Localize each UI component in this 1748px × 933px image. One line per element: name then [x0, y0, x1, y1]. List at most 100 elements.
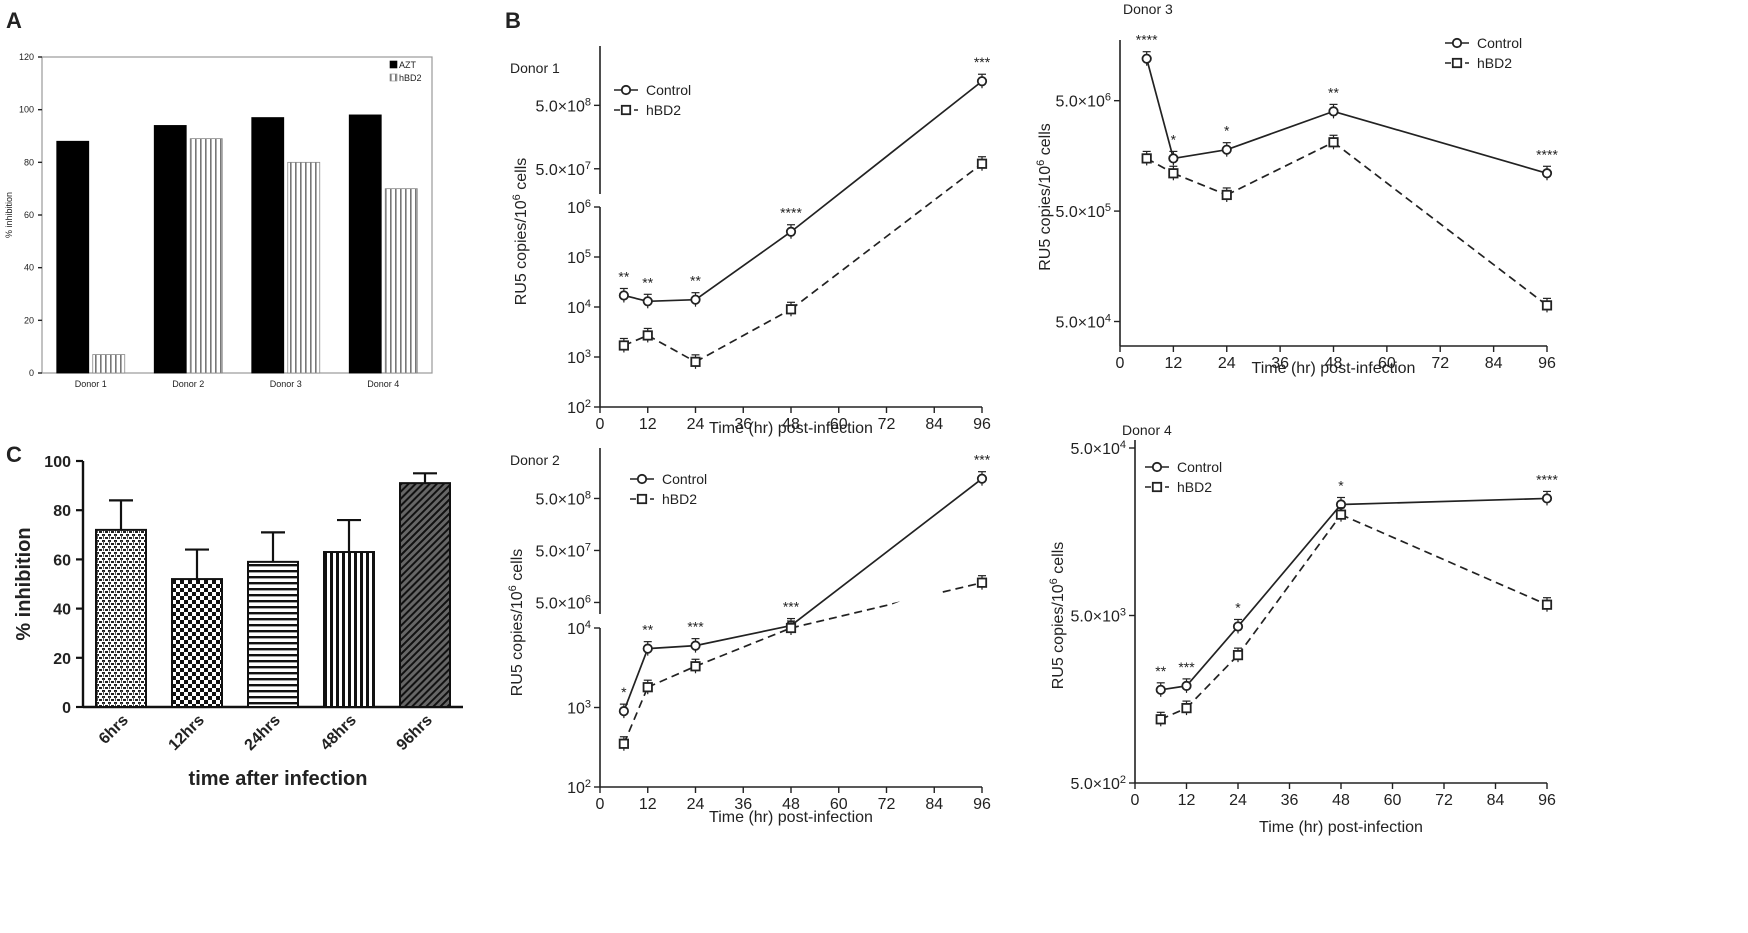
significance-marker: ** — [642, 622, 653, 638]
series-hbd2-segment — [1237, 514, 1342, 656]
legend-label-hbd2: hBD2 — [399, 73, 422, 83]
legend-marker-control — [636, 473, 648, 485]
panel-b-donor4-line-chart: Donor 4 5.0×102 5.0×103 5.0×104 0 12 24 36 48 60 7… — [1048, 422, 1558, 836]
panel-a-bar-chart: 0 20 40 60 80 100 120 % inhibition Donor 1 Donor … — [4, 52, 433, 389]
y-tick-label: 5.0×106 — [1055, 92, 1111, 111]
series-hbd2-segment — [790, 581, 983, 629]
x-axis-label: time after infection — [189, 768, 368, 790]
x-axis-label: Time (hr) post-infection — [1259, 819, 1423, 836]
point-hbd2-12 — [642, 330, 653, 341]
x-tick-label: 84 — [1485, 355, 1503, 372]
significance-marker: ** — [690, 273, 701, 289]
x-tick-label: 60 — [830, 796, 848, 813]
point-hbd2-6 — [1141, 153, 1152, 164]
bar-azt-4 — [348, 114, 382, 374]
y-tick-label: 103 — [567, 699, 591, 718]
y-tick-label: 100 — [44, 454, 71, 471]
x-tick-label: 12hrs — [166, 712, 208, 754]
y-tick-label: 120 — [19, 52, 34, 62]
y-axis-label: RU5 copies/106 cells — [1035, 123, 1054, 271]
x-tick-label: 48 — [782, 796, 800, 813]
y-tick-label: 5.0×106 — [535, 593, 591, 612]
x-tick-label: 60 — [1378, 355, 1396, 372]
point-control-12 — [1181, 680, 1192, 691]
legend-label-hbd2: hBD2 — [1477, 55, 1512, 71]
x-tick-label: 24 — [687, 796, 705, 813]
bar-6hrs — [95, 528, 147, 708]
panel-b-donor2-line-chart: Donor 2 102 103 104 5.0×106 5.0×107 5.0×108 0 12… — [507, 448, 991, 826]
x-tick-label: 0 — [596, 796, 605, 813]
x-tick-label: 12 — [639, 416, 657, 433]
y-axis-label: % inhibition — [4, 192, 14, 238]
y-tick-label: 5.0×107 — [535, 541, 591, 560]
x-tick-label: Donor 3 — [270, 379, 302, 389]
legend-marker-hbd2 — [1151, 481, 1163, 493]
point-hbd2-12 — [1168, 168, 1179, 179]
point-control-24 — [1221, 144, 1232, 155]
y-axis-label: % inhibition — [13, 527, 35, 640]
x-tick-label: 72 — [878, 796, 896, 813]
series-control-segment — [790, 80, 983, 233]
x-tick-label: 72 — [1431, 355, 1449, 372]
x-tick-label: 96 — [973, 416, 991, 433]
x-tick-label: 60 — [1384, 792, 1402, 809]
significance-marker: * — [1235, 599, 1241, 615]
x-axis-label: Time (hr) post-infection — [1252, 360, 1416, 377]
point-control-96 — [976, 76, 988, 87]
y-tick-label: 5.0×107 — [535, 160, 591, 179]
x-axis-label: Time (hr) post-infection — [709, 420, 873, 437]
point-hbd2-48 — [1328, 137, 1339, 148]
x-tick-label: 12 — [1164, 355, 1182, 372]
x-tick-label: Donor 4 — [367, 379, 399, 389]
legend-marker-hbd2 — [1451, 57, 1463, 69]
y-tick-label: 40 — [53, 602, 71, 619]
y-tick-label: 80 — [53, 503, 71, 520]
series-hbd2-segment — [790, 163, 983, 310]
significance-marker: *** — [974, 54, 991, 70]
series-control-segment — [1340, 497, 1548, 506]
legend-label-control: Control — [1177, 459, 1222, 475]
series-control-segment — [790, 478, 983, 627]
significance-marker: * — [1171, 131, 1177, 147]
x-tick-label: 24 — [687, 416, 705, 433]
legend-marker-control — [620, 84, 632, 96]
series-control-segment — [1226, 110, 1334, 151]
legend-label-control: Control — [646, 82, 691, 98]
x-tick-label: 96 — [1538, 792, 1556, 809]
point-hbd2-48 — [1335, 509, 1347, 520]
significance-marker: *** — [1178, 659, 1195, 675]
x-tick-label: 60 — [830, 416, 848, 433]
y-tick-label: 20 — [53, 651, 71, 668]
y-axis-label: RU5 copies/106 cells — [511, 158, 530, 306]
significance-marker: * — [621, 684, 627, 700]
x-tick-label: 84 — [925, 416, 943, 433]
legend-label-hbd2: hBD2 — [662, 491, 697, 507]
legend-label-azt: AZT — [399, 60, 417, 70]
point-control-24 — [690, 640, 701, 651]
y-tick-label: 5.0×103 — [1070, 607, 1126, 626]
series-control-segment — [1333, 110, 1548, 175]
significance-marker: * — [1224, 123, 1230, 139]
series-control-segment — [647, 644, 696, 650]
y-tick-label: 5.0×108 — [535, 96, 591, 115]
x-tick-label: 0 — [596, 416, 605, 433]
y-tick-label: 105 — [567, 248, 591, 267]
point-control-48 — [1328, 106, 1339, 117]
point-hbd2-24 — [690, 356, 701, 367]
y-tick-label: 20 — [24, 315, 34, 325]
x-tick-label: 0 — [1116, 355, 1125, 372]
axis-break-mask — [821, 163, 939, 241]
y-tick-label: 5.0×104 — [1055, 313, 1111, 332]
y-tick-label: 60 — [24, 210, 34, 220]
x-tick-label: 96 — [1538, 355, 1556, 372]
x-tick-label: 6hrs — [96, 712, 132, 748]
series-hbd2-segment — [695, 308, 792, 363]
legend-label-hbd2: hBD2 — [646, 102, 681, 118]
series-control-segment — [1173, 148, 1227, 160]
significance-marker: ** — [618, 268, 629, 284]
point-hbd2-24 — [1232, 650, 1244, 661]
point-hbd2-12 — [1181, 703, 1192, 714]
point-control-24 — [1232, 621, 1244, 632]
y-axis-label: RU5 copies/106 cells — [1048, 542, 1067, 690]
